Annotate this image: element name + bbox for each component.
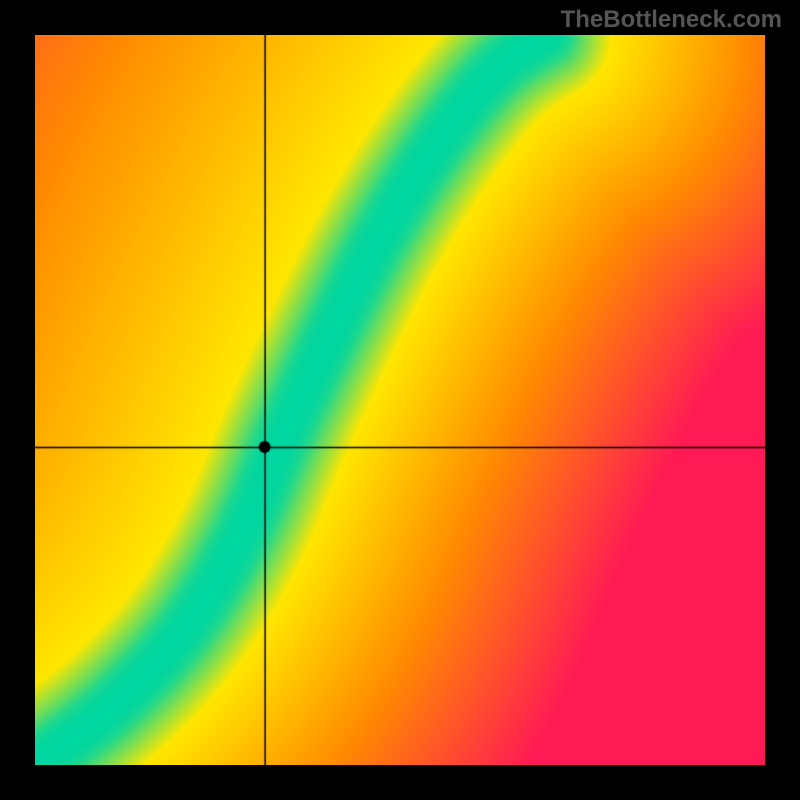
watermark-text: TheBottleneck.com (561, 6, 782, 34)
heatmap-canvas (35, 35, 765, 765)
chart-container: TheBottleneck.com (0, 0, 800, 800)
